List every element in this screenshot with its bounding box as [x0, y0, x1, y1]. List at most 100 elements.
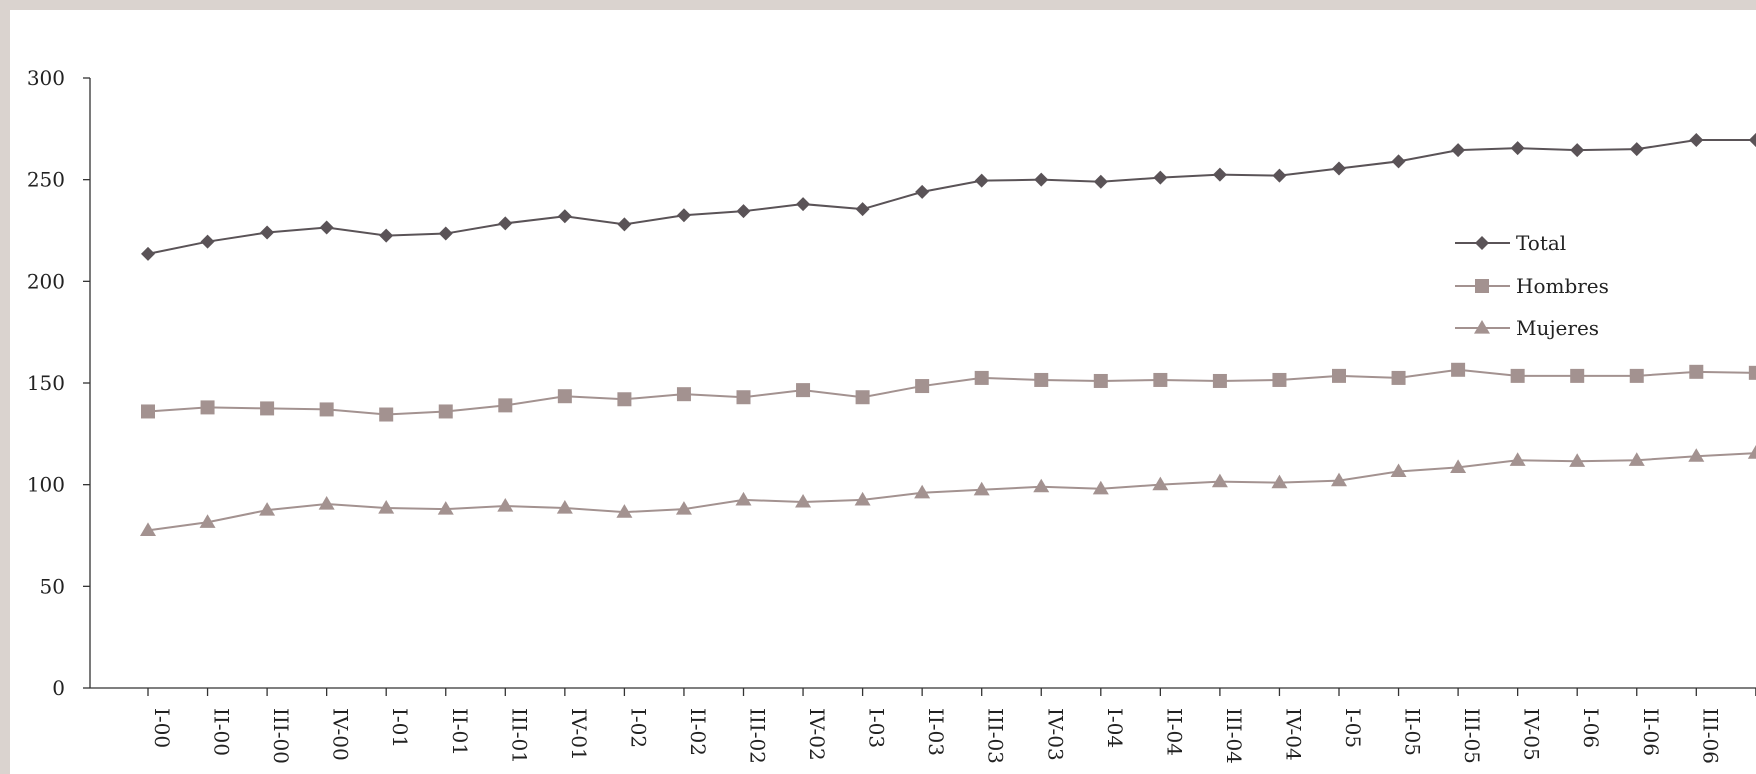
data-point-hombres	[1391, 370, 1406, 385]
data-point-hombres	[379, 407, 394, 422]
y-tick-label: 250	[27, 168, 65, 192]
x-tick-label: I-03	[865, 708, 889, 748]
data-point-hombres	[1034, 372, 1049, 387]
data-point-mujeres	[556, 500, 573, 514]
x-tick-label: III-02	[746, 708, 770, 764]
data-point-mujeres	[140, 522, 156, 537]
x-tick-label: I-04	[1103, 708, 1127, 748]
x-tick-label: I-02	[626, 708, 650, 748]
data-point-mujeres	[378, 500, 395, 514]
legend-item-hombres: Hombres	[1455, 274, 1609, 298]
data-point-total	[1212, 167, 1227, 182]
x-tick-label: IV-00	[329, 708, 353, 761]
data-point-hombres	[915, 379, 930, 394]
series-layer	[140, 133, 1756, 537]
data-point-mujeres	[259, 502, 276, 516]
x-tick-label: II-00	[210, 708, 234, 756]
legend-item-mujeres: Mujeres	[1455, 316, 1599, 340]
legend-label: Hombres	[1516, 274, 1609, 298]
legend: Total Hombres Mujeres	[1455, 231, 1609, 340]
data-point-mujeres	[1747, 445, 1756, 459]
data-point-total	[736, 204, 751, 219]
x-tick-label: IV-05	[1520, 708, 1544, 761]
y-tick-label: 200	[27, 269, 65, 293]
data-point-mujeres	[199, 514, 216, 528]
data-point-total	[1034, 172, 1049, 187]
x-tick-label: II-06	[1639, 708, 1663, 756]
data-point-hombres	[1093, 373, 1108, 388]
data-point-mujeres	[854, 491, 871, 506]
x-tick-label: III-01	[507, 708, 531, 764]
data-point-hombres	[557, 389, 572, 404]
data-point-total	[260, 225, 275, 240]
x-tick-label: I-01	[388, 708, 412, 748]
data-point-hombres	[438, 404, 453, 419]
legend-marker	[1475, 279, 1489, 293]
data-point-mujeres	[795, 493, 812, 508]
data-point-mujeres	[914, 484, 931, 499]
data-point-mujeres	[1628, 452, 1645, 466]
data-point-mujeres	[1033, 478, 1050, 493]
series-hombres	[141, 362, 1756, 422]
x-tick-label: III-04	[1222, 708, 1246, 764]
legend-label: Mujeres	[1516, 316, 1599, 340]
x-tick-label: II-02	[686, 708, 710, 756]
data-point-mujeres	[437, 501, 454, 515]
data-point-total	[855, 202, 870, 217]
series-mujeres	[140, 445, 1756, 537]
data-point-mujeres	[1092, 480, 1109, 495]
y-tick-label: 300	[27, 66, 65, 90]
x-tick-label: IV-03	[1043, 708, 1067, 761]
data-point-hombres	[676, 387, 691, 402]
data-point-total	[1748, 133, 1756, 148]
data-point-mujeres	[735, 491, 752, 506]
x-tick-label: III-06	[1698, 708, 1722, 764]
series-line-total	[147, 139, 1756, 255]
data-point-mujeres	[318, 495, 335, 510]
x-tick-label: IV-02	[805, 708, 829, 761]
data-point-hombres	[1451, 362, 1466, 377]
series-line-hombres	[147, 368, 1756, 416]
data-point-total	[498, 216, 513, 231]
data-point-hombres	[141, 404, 155, 419]
legend-label: Total	[1516, 231, 1566, 255]
data-point-hombres	[1272, 372, 1287, 387]
data-point-total	[796, 197, 811, 212]
x-tick-label: I-05	[1341, 708, 1365, 748]
series-total	[141, 133, 1756, 261]
data-point-mujeres	[1331, 472, 1347, 487]
y-tick-label: 150	[27, 371, 65, 395]
data-point-hombres	[260, 401, 275, 416]
data-point-total	[319, 220, 334, 235]
data-point-hombres	[498, 398, 513, 413]
data-point-total	[1629, 142, 1644, 157]
data-point-total	[379, 228, 394, 243]
data-point-mujeres	[1211, 473, 1228, 488]
data-point-mujeres	[1271, 474, 1288, 489]
data-point-hombres	[974, 370, 989, 385]
y-tick-label: 0	[52, 676, 65, 700]
x-tick-label: IV-04	[1281, 708, 1305, 761]
data-point-hombres	[1332, 368, 1346, 383]
data-point-mujeres	[1569, 453, 1586, 467]
data-point-mujeres	[973, 481, 990, 496]
legend-marker	[1474, 320, 1490, 334]
data-point-total	[141, 246, 155, 261]
series-line-mujeres	[147, 452, 1756, 532]
data-point-mujeres	[1688, 448, 1705, 462]
x-tick-label: III-00	[269, 708, 293, 764]
data-point-mujeres	[497, 498, 514, 512]
data-point-total	[1689, 133, 1704, 148]
data-point-mujeres	[1450, 459, 1467, 473]
x-tick-label: IV-01	[567, 708, 591, 761]
data-point-total	[676, 208, 691, 223]
data-point-total	[557, 209, 572, 224]
data-point-total	[1332, 161, 1346, 176]
data-point-hombres	[855, 390, 870, 405]
data-point-hombres	[319, 402, 334, 417]
x-tick-label: III-05	[1460, 708, 1484, 764]
data-point-total	[200, 234, 215, 249]
data-point-mujeres	[1152, 476, 1169, 491]
data-point-total	[617, 217, 632, 232]
